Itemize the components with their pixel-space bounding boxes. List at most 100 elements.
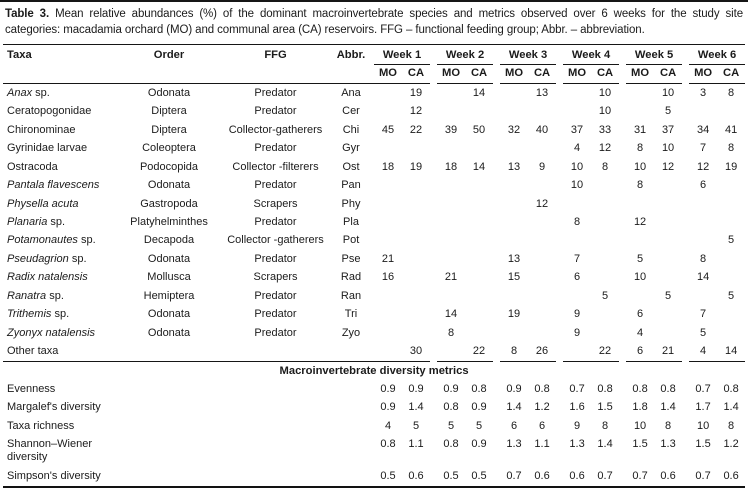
abbr-cell: Pse [341,252,361,265]
value-cell: 0.5 [437,467,466,488]
column-gap [430,269,437,287]
week-header: Week 6 [689,44,746,65]
value-cell: 18 [444,160,458,173]
value-cell: 0.6 [402,467,431,488]
taxa-cell: Potamonautes sp. [3,232,115,250]
taxa-name-regular: Gyrinidae larvae [7,142,88,155]
table-caption: Table 3. Mean relative abundances (%) of… [0,2,748,44]
column-gap [619,417,626,435]
value-cell: 1.4 [597,438,613,451]
value-cell: 12 [696,160,710,173]
column-gap [430,399,437,417]
value-cell: 14 [696,271,710,284]
column-gap [682,436,689,467]
value-cell [689,195,717,213]
taxa-cell: Trithemis sp. [3,306,115,324]
value-cell: 0.7 [591,467,620,488]
table-caption-text: Mean relative abundances (%) of the domi… [5,8,743,36]
value-cell: 5 [601,289,609,302]
abbr-cell: Pan [341,179,361,192]
value-cell [437,213,465,231]
order-cell: Mollusca [147,271,191,284]
value-cell [402,139,430,157]
column-gap [619,306,626,324]
column-gap [430,306,437,324]
value-cell: 32 [507,123,521,136]
column-gap [619,213,626,231]
value-cell [717,176,745,194]
column-gap [556,467,564,488]
value-cell: 8 [700,252,707,265]
column-gap [493,306,500,324]
value-cell [528,287,556,305]
value-cell [528,232,556,250]
value-cell: 19 [409,86,423,99]
value-cell: 3 [700,86,707,99]
taxa-name-regular: Other taxa [7,345,59,358]
value-cell: 1.3 [506,438,522,451]
column-gap [619,102,626,120]
column-header-abbr: Abbr. [328,44,374,84]
taxa-cell: Pseudagrion sp. [3,250,115,268]
value-cell [374,213,402,231]
column-gap [556,343,563,362]
value-cell [437,342,466,363]
order-cell: Decapoda [143,234,195,247]
column-gap [556,436,563,467]
value-cell: 4 [384,419,392,432]
value-cell [374,306,402,324]
metric-name-cell: Simpson's diversity [3,467,374,488]
value-cell: 5 [665,289,672,302]
value-cell: 1.1 [408,438,424,451]
site-subheader-ca: CA [717,64,746,84]
metric-name: Simpson's diversity [7,469,101,482]
order-cell: Odonata [147,86,191,99]
value-cell [437,287,465,305]
value-cell: 37 [570,123,584,136]
value-cell: 0.8 [443,438,459,451]
value-cell [402,324,430,342]
value-cell: 8 [637,179,644,192]
site-subheader-mo: MO [500,64,529,84]
order-cell: Odonata [147,179,191,192]
value-cell: 1.2 [723,438,739,451]
value-cell: 9 [573,326,581,339]
value-cell [465,269,493,287]
value-cell: 8 [637,142,644,155]
value-cell: 10 [570,179,584,192]
value-cell: 0.6 [563,467,592,488]
value-cell [465,213,493,231]
taxa-name-regular: sp. [51,308,70,321]
value-cell [591,250,619,268]
column-gap [556,44,564,84]
taxa-cell: Planaria sp. [3,213,115,231]
value-cell: 0.9 [380,401,396,414]
column-gap [493,139,500,157]
value-cell: 8 [573,215,581,228]
column-gap [556,269,563,287]
column-gap [493,158,500,176]
value-cell: 4 [573,142,581,155]
value-cell: 14 [717,342,746,363]
metric-name: Shannon–Wiener diversity [7,438,93,464]
site-subheader-mo: MO [374,64,402,84]
value-cell [402,213,430,231]
value-cell: 8 [601,419,609,432]
order-cell: Platyhelminthes [130,215,208,228]
column-gap [682,417,689,435]
week-header: Week 1 [374,44,431,65]
value-cell: 8 [728,142,735,155]
value-cell: 12 [633,215,647,228]
column-gap [556,102,563,120]
value-cell [374,195,402,213]
value-cell: 12 [598,142,612,155]
value-cell: 15 [507,271,521,284]
value-cell: 13 [507,160,521,173]
value-cell [689,232,717,250]
value-cell: 10 [633,271,647,284]
value-cell [528,269,556,287]
abbr-cell: Tri [344,308,358,321]
taxa-cell: Anax sp. [3,84,115,103]
taxa-name-italic: Pantala flavescens [7,179,100,192]
order-cell: Odonata [147,326,191,339]
